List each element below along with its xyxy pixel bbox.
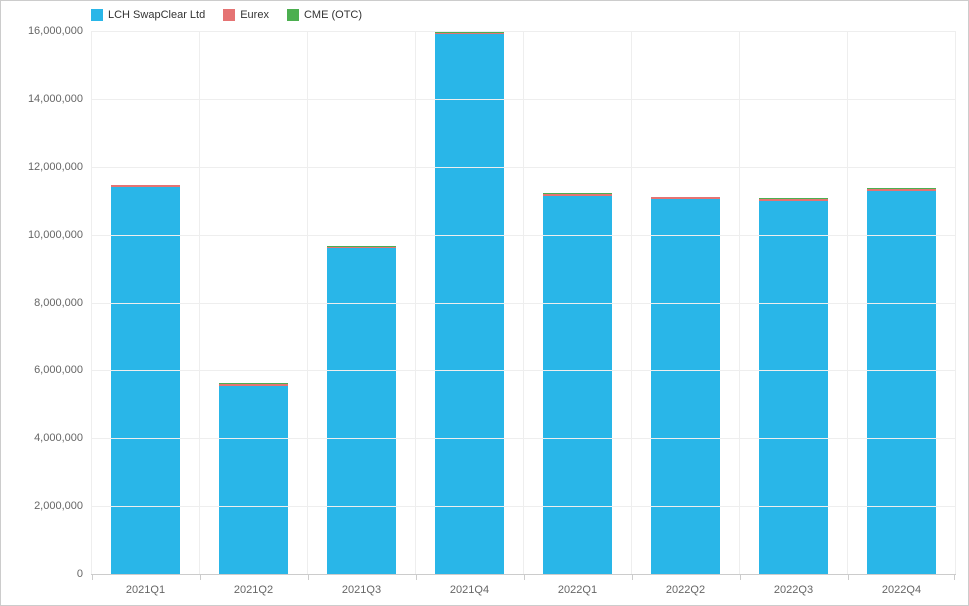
bar-stack[interactable] xyxy=(867,188,935,574)
x-tick-label: 2021Q4 xyxy=(416,574,523,596)
bar-segment-lch[interactable] xyxy=(651,199,719,574)
bar-stack[interactable] xyxy=(651,197,719,574)
gridline xyxy=(91,167,956,168)
y-tick-label: 12,000,000 xyxy=(28,161,91,173)
legend-item-eurex[interactable]: Eurex xyxy=(223,9,269,21)
y-tick-label: 6,000,000 xyxy=(34,364,91,376)
gridline xyxy=(91,31,956,32)
gridline xyxy=(91,506,956,507)
gridline xyxy=(91,438,956,439)
x-tick-label: 2021Q2 xyxy=(200,574,307,596)
bar-stack[interactable] xyxy=(327,246,395,574)
bar-segment-lch[interactable] xyxy=(327,248,395,574)
y-tick-label: 4,000,000 xyxy=(34,432,91,444)
x-tick-label: 2021Q1 xyxy=(92,574,199,596)
gridline xyxy=(91,99,956,100)
y-tick-label: 10,000,000 xyxy=(28,229,91,241)
bar-segment-lch[interactable] xyxy=(219,386,287,574)
x-tick-label: 2022Q4 xyxy=(848,574,955,596)
bar-stack[interactable] xyxy=(111,185,179,574)
y-tick-label: 16,000,000 xyxy=(28,25,91,37)
y-tick-label: 14,000,000 xyxy=(28,93,91,105)
gridline xyxy=(91,303,956,304)
x-tick-label: 2021Q3 xyxy=(308,574,415,596)
bar-stack[interactable] xyxy=(759,198,827,574)
legend-swatch-lch xyxy=(91,9,103,21)
bar-segment-lch[interactable] xyxy=(435,34,503,574)
bar-stack[interactable] xyxy=(219,383,287,574)
legend: LCH SwapClear Ltd Eurex CME (OTC) xyxy=(91,9,362,21)
bar-stack[interactable] xyxy=(543,193,611,574)
legend-item-lch[interactable]: LCH SwapClear Ltd xyxy=(91,9,205,21)
y-tick-label: 2,000,000 xyxy=(34,500,91,512)
chart-container: LCH SwapClear LtdEurexCME (OTC) 2021Q120… xyxy=(0,0,969,606)
gridline xyxy=(91,235,956,236)
bar-segment-lch[interactable] xyxy=(759,201,827,574)
y-tick-label: 0 xyxy=(77,568,91,580)
legend-swatch-cme xyxy=(287,9,299,21)
x-tick-label: 2022Q3 xyxy=(740,574,847,596)
legend-label-eurex: Eurex xyxy=(240,9,269,21)
x-tick-label: 2022Q1 xyxy=(524,574,631,596)
bar-segment-lch[interactable] xyxy=(867,191,935,574)
plot-area: 2021Q12021Q22021Q32021Q42022Q12022Q22022… xyxy=(91,31,956,575)
gridline xyxy=(91,370,956,371)
legend-label-lch: LCH SwapClear Ltd xyxy=(108,9,205,21)
legend-item-cme[interactable]: CME (OTC) xyxy=(287,9,362,21)
bar-segment-lch[interactable] xyxy=(543,196,611,574)
x-tick-label: 2022Q2 xyxy=(632,574,739,596)
legend-swatch-eurex xyxy=(223,9,235,21)
legend-label-cme: CME (OTC) xyxy=(304,9,362,21)
bar-segment-lch[interactable] xyxy=(111,187,179,574)
y-tick-label: 8,000,000 xyxy=(34,297,91,309)
